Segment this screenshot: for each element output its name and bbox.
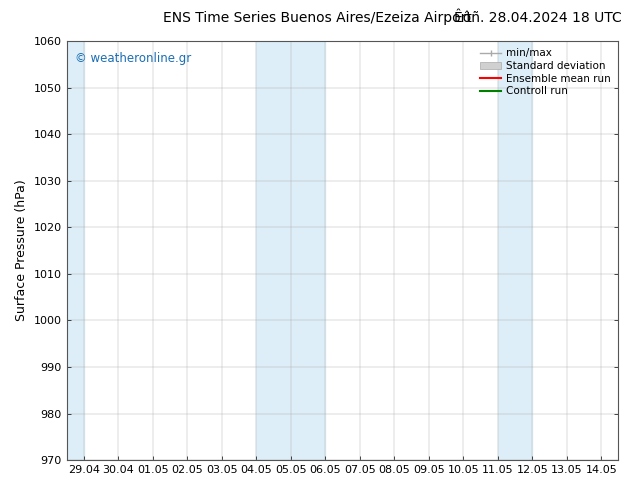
- Text: © weatheronline.gr: © weatheronline.gr: [75, 51, 191, 65]
- Y-axis label: Surface Pressure (hPa): Surface Pressure (hPa): [15, 180, 28, 321]
- Text: Êôñ. 28.04.2024 18 UTC: Êôñ. 28.04.2024 18 UTC: [453, 11, 621, 25]
- Legend: min/max, Standard deviation, Ensemble mean run, Controll run: min/max, Standard deviation, Ensemble me…: [478, 46, 613, 98]
- Bar: [256, 41, 325, 460]
- Text: ENS Time Series Buenos Aires/Ezeiza Airport: ENS Time Series Buenos Aires/Ezeiza Airp…: [162, 11, 472, 25]
- Bar: [498, 41, 532, 460]
- Bar: [67, 41, 84, 460]
